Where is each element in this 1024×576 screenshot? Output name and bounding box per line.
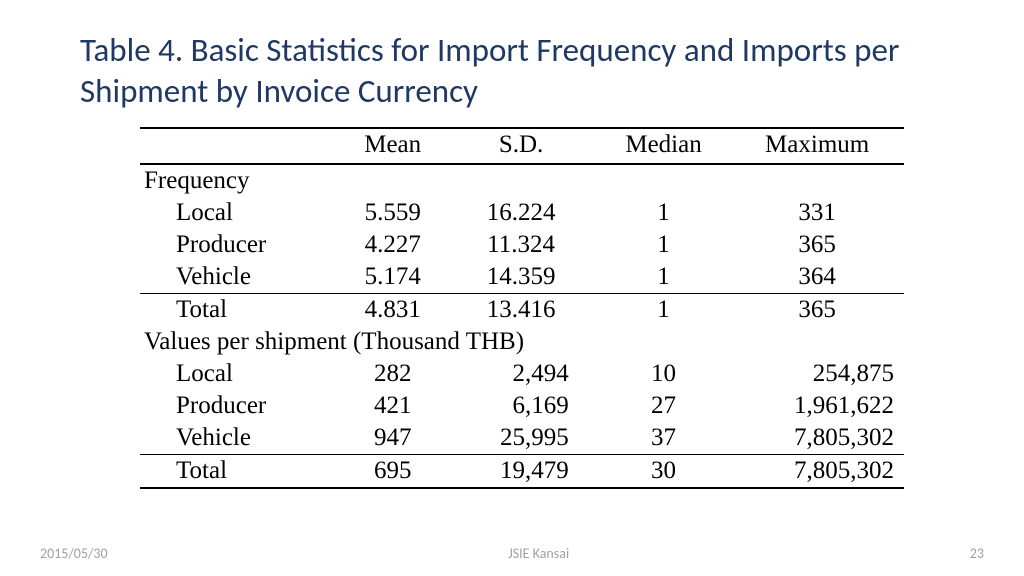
cell-mean: 421 xyxy=(340,390,445,422)
row-label: Producer xyxy=(140,229,340,261)
row-label: Vehicle xyxy=(140,422,340,455)
header-blank xyxy=(140,128,340,164)
cell-sd: 13.416 xyxy=(445,293,596,326)
row-label: Producer xyxy=(140,390,340,422)
footer-page: 23 xyxy=(970,545,984,562)
footer-center: JSIE Kansai xyxy=(508,545,569,562)
cell-sd: 16.224 xyxy=(445,197,596,229)
cell-sd: 14.359 xyxy=(445,261,596,294)
footer-date: 2015/05/30 xyxy=(40,545,108,562)
cell-max: 7,805,302 xyxy=(730,454,904,488)
table-total-row: Total 4.831 13.416 1 365 xyxy=(140,293,904,326)
cell-max: 1,961,622 xyxy=(730,390,904,422)
table-row: Producer 421 6,169 27 1,961,622 xyxy=(140,390,904,422)
section-title: Values per shipment (Thousand THB) xyxy=(140,326,904,358)
cell-max: 365 xyxy=(730,293,904,326)
row-label: Local xyxy=(140,358,340,390)
cell-sd: 6,169 xyxy=(445,390,596,422)
cell-median: 1 xyxy=(597,293,731,326)
cell-mean: 282 xyxy=(340,358,445,390)
table-row: Vehicle 947 25,995 37 7,805,302 xyxy=(140,422,904,455)
slide-footer: 2015/05/30 JSIE Kansai 23 xyxy=(0,545,1024,562)
section-header: Frequency xyxy=(140,164,904,197)
cell-median: 1 xyxy=(597,197,731,229)
cell-max: 254,875 xyxy=(730,358,904,390)
row-label: Local xyxy=(140,197,340,229)
table-row: Local 282 2,494 10 254,875 xyxy=(140,358,904,390)
row-label: Vehicle xyxy=(140,261,340,294)
cell-median: 27 xyxy=(597,390,731,422)
section-title: Frequency xyxy=(140,164,904,197)
cell-mean: 4.831 xyxy=(340,293,445,326)
stats-table-wrapper: Mean S.D. Median Maximum Frequency Local… xyxy=(140,127,904,489)
cell-median: 10 xyxy=(597,358,731,390)
cell-median: 37 xyxy=(597,422,731,455)
page-title: Table 4. Basic Statistics for Import Fre… xyxy=(80,30,944,113)
header-median: Median xyxy=(597,128,731,164)
section-header: Values per shipment (Thousand THB) xyxy=(140,326,904,358)
cell-max: 365 xyxy=(730,229,904,261)
header-mean: Mean xyxy=(340,128,445,164)
cell-median: 1 xyxy=(597,261,731,294)
cell-max: 7,805,302 xyxy=(730,422,904,455)
cell-max: 364 xyxy=(730,261,904,294)
cell-mean: 5.559 xyxy=(340,197,445,229)
table-header-row: Mean S.D. Median Maximum xyxy=(140,128,904,164)
cell-mean: 695 xyxy=(340,454,445,488)
cell-sd: 25,995 xyxy=(445,422,596,455)
cell-sd: 11.324 xyxy=(445,229,596,261)
cell-mean: 947 xyxy=(340,422,445,455)
cell-mean: 4.227 xyxy=(340,229,445,261)
header-maximum: Maximum xyxy=(730,128,904,164)
cell-max: 331 xyxy=(730,197,904,229)
cell-sd: 2,494 xyxy=(445,358,596,390)
table-row: Producer 4.227 11.324 1 365 xyxy=(140,229,904,261)
stats-table: Mean S.D. Median Maximum Frequency Local… xyxy=(140,127,904,489)
table-row: Local 5.559 16.224 1 331 xyxy=(140,197,904,229)
cell-median: 1 xyxy=(597,229,731,261)
header-sd: S.D. xyxy=(445,128,596,164)
row-label: Total xyxy=(140,454,340,488)
cell-sd: 19,479 xyxy=(445,454,596,488)
row-label: Total xyxy=(140,293,340,326)
cell-median: 30 xyxy=(597,454,731,488)
table-row: Vehicle 5.174 14.359 1 364 xyxy=(140,261,904,294)
table-total-row: Total 695 19,479 30 7,805,302 xyxy=(140,454,904,488)
cell-mean: 5.174 xyxy=(340,261,445,294)
